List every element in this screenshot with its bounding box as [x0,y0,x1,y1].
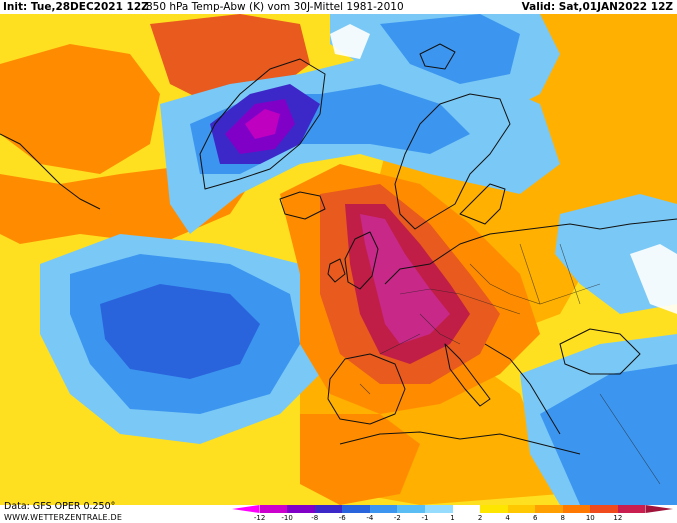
legend-tick-label: 12 [613,514,623,522]
legend-tick-label: 8 [560,514,565,522]
border-5 [559,243,581,305]
europe-coast [384,218,677,285]
canada-coast [0,133,101,210]
color-legend: -12 -10 -8 -6 -4 -2 -1 1 2 4 6 8 10 12 [232,505,673,523]
legend-swatch [232,505,260,513]
neutral-zone-north [330,24,370,59]
legend-tick-label: -4 [366,514,374,522]
map-header: Init: Tue,28DEC2021 12Z 850 hPa Temp-Abw… [0,0,677,14]
legend-swatch [369,505,398,513]
legend-tick-label: 4 [505,514,510,522]
legend-swatch [314,505,343,513]
border-7 [359,383,371,395]
neutral-zone-east [630,244,677,314]
legend-tick-label: -1 [421,514,429,522]
legend-swatch [452,505,481,513]
border-4 [519,243,541,305]
svalbard-coast [419,43,456,70]
legend-tick-label: -6 [338,514,346,522]
legend-colorbar [232,505,673,513]
legend-swatch [645,505,673,513]
warm-north-africa [300,414,420,505]
border-3 [469,263,601,305]
country-borders [359,243,661,485]
balkans-coast [484,343,561,435]
legend-swatch [342,505,370,513]
legend-tick-label: -2 [393,514,401,522]
legend-tick-label: 2 [477,514,483,522]
coastlines [0,43,677,455]
british-isles-coast [344,231,379,290]
iberia-coast [327,353,406,425]
legend-swatch [259,505,288,513]
footer-info: Data: GFS OPER 0.250° WWW.WETTERZENTRALE… [4,501,122,523]
warm-europe-magenta [360,214,450,344]
border-1 [399,288,521,315]
border-2 [419,313,461,345]
baltic-coast [459,183,506,225]
black-sea-coast [559,328,641,375]
border-6 [379,333,421,355]
legend-swatch [397,505,425,513]
valid-time: Valid: Sat,01JAN2022 12Z [521,1,673,13]
cold-atlantic-darkblue [100,284,260,379]
cold-southeast-blue [540,364,677,505]
cold-greenland-purple [245,109,280,139]
legend-swatch [507,505,536,513]
legend-swatch [535,505,563,513]
ireland-coast [327,258,346,283]
legend-swatch [562,505,591,513]
data-source: Data: GFS OPER 0.250° [4,501,116,512]
italy-coast [444,343,491,407]
legend-tick-label: 10 [585,514,595,522]
legend-swatch [480,505,508,513]
iceland-coast [279,191,326,220]
map-title: 850 hPa Temp-Abw (K) vom 30J-Mittel 1981… [146,1,404,13]
legend-swatch [424,505,453,513]
greenland-coast [199,58,326,190]
warm-top-left [0,44,160,174]
legend-swatch [287,505,315,513]
scandinavia-coast [394,93,511,230]
legend-ticks: -12 -10 -8 -6 -4 -2 -1 1 2 4 6 8 10 12 [232,513,673,523]
init-time: Init: Tue,28DEC2021 12Z [3,1,149,13]
north-africa-coast [339,431,581,455]
legend-swatch [617,505,646,513]
temperature-anomaly-map [0,14,677,505]
border-8 [599,393,661,485]
legend-tick-label: -8 [311,514,319,522]
website-credit: WWW.WETTERZENTRALE.DE [4,513,123,522]
legend-tick-label: 6 [532,514,538,522]
legend-tick-label: 1 [450,514,455,522]
legend-tick-label: -10 [281,514,293,522]
legend-swatch [590,505,618,513]
legend-tick-label: -12 [253,514,266,522]
